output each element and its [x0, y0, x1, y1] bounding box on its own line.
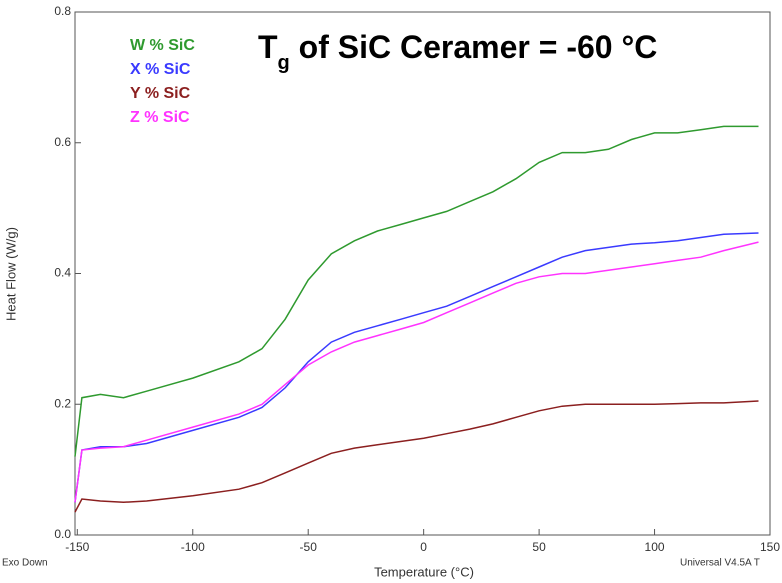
- title-rest: of SiC Ceramer = -60 °C: [290, 29, 658, 65]
- title-subscript: g: [278, 52, 290, 74]
- chart: Tg of SiC Ceramer = -60 °C Temperature (…: [0, 0, 782, 583]
- title-main: T: [258, 29, 278, 65]
- version-label: Universal V4.5A T: [680, 558, 760, 569]
- y-tick-label: 0.2: [54, 396, 71, 410]
- y-tick-label: 0.8: [54, 4, 71, 18]
- y-axis-label: Heat Flow (W/g): [3, 227, 18, 321]
- y-tick-label: 0.4: [54, 266, 71, 280]
- page: {"chart_data": {"type": "line", "title":…: [0, 0, 782, 583]
- legend-entry: X % SiC: [130, 61, 191, 78]
- legend-entry: Y % SiC: [130, 85, 191, 102]
- x-tick-label: -100: [181, 540, 205, 554]
- legend-entry: W % SiC: [130, 37, 195, 54]
- y-tick-label: 0.6: [54, 135, 71, 149]
- legend-entry: Z % SiC: [130, 109, 190, 126]
- x-tick-label: -150: [65, 540, 89, 554]
- y-tick-label: 0.0: [54, 527, 71, 541]
- x-axis-label: Temperature (°C): [374, 564, 474, 579]
- x-tick-label: 150: [760, 540, 780, 554]
- x-tick-label: 0: [420, 540, 427, 554]
- x-tick-label: 100: [645, 540, 665, 554]
- x-tick-label: 50: [532, 540, 546, 554]
- x-tick-label: -50: [300, 540, 318, 554]
- exo-label: Exo Down: [2, 558, 48, 569]
